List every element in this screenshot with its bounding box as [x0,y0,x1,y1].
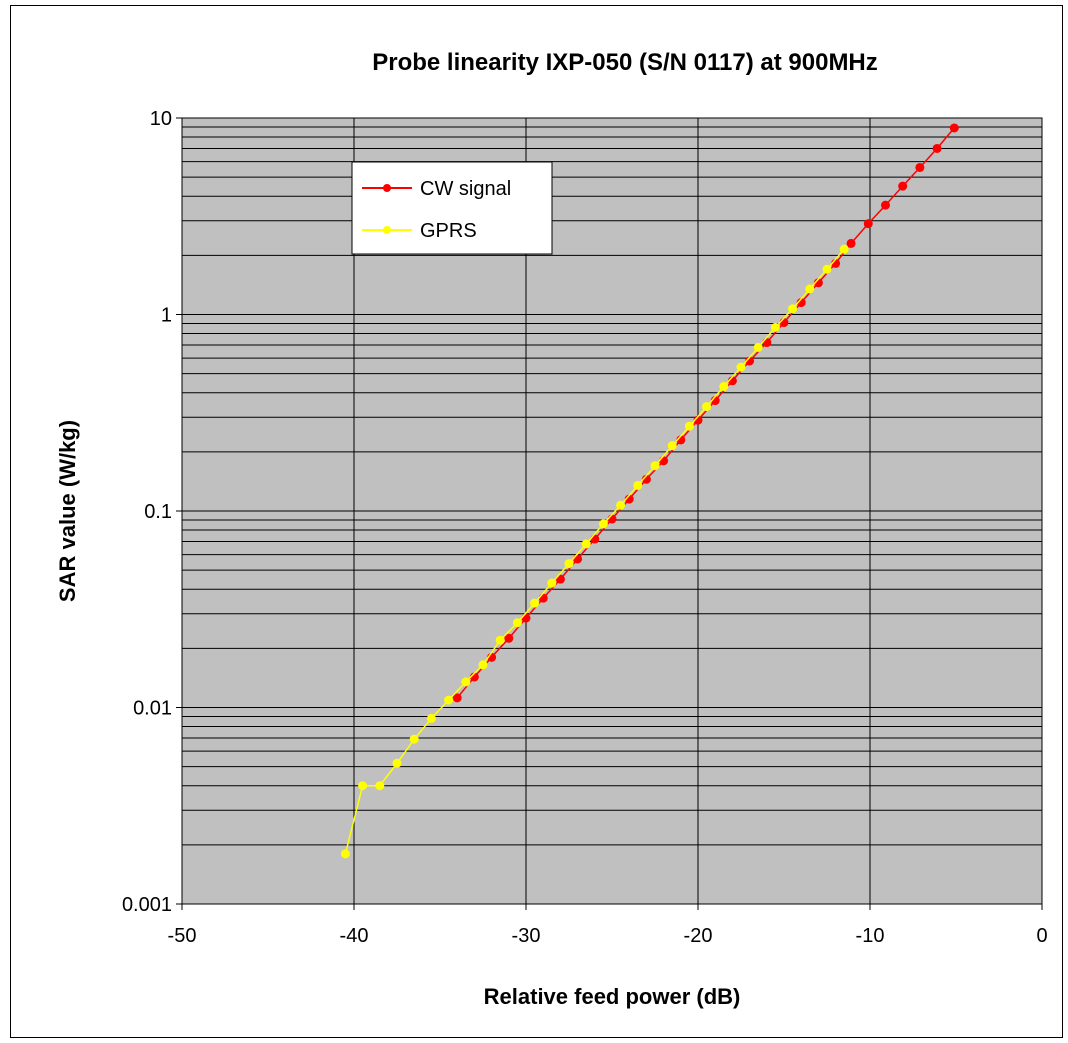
data-point-gprs [633,480,643,490]
data-point-gprs [478,660,488,670]
data-point-gprs [512,618,522,628]
data-point-cw-signal [762,338,772,348]
data-point-gprs [444,695,454,705]
data-point-gprs [822,264,832,274]
data-point-gprs [461,677,471,687]
x-tick-label: -10 [856,925,885,947]
data-point-gprs [547,578,557,588]
data-point-cw-signal [846,238,856,248]
legend-label-gprs: GPRS [420,220,477,242]
data-point-cw-signal [538,593,548,603]
y-tick-label: 10 [150,108,172,130]
data-point-gprs [375,781,385,791]
y-tick-label: 0.01 [133,698,172,720]
data-point-cw-signal [898,181,908,191]
data-point-gprs [392,758,402,768]
data-point-cw-signal [863,219,873,229]
grid-lines [181,117,1043,905]
legend-label-cw-signal: CW signal [420,178,511,200]
series-layer [340,123,959,859]
data-point-gprs [805,284,815,294]
x-tick-label: -40 [340,925,369,947]
data-point-cw-signal [504,633,514,643]
data-point-cw-signal [915,162,925,172]
data-point-gprs [340,849,350,859]
legend-box [351,161,553,255]
data-point-gprs [719,382,729,392]
data-point-gprs [788,304,798,314]
data-point-gprs [839,244,849,254]
data-point-gprs [684,421,694,431]
data-point-gprs [736,362,746,372]
data-point-cw-signal [659,456,669,466]
x-tick-label: -50 [168,925,197,947]
legend-marker-gprs [383,226,391,234]
data-point-gprs [770,322,780,332]
data-point-cw-signal [452,693,462,703]
data-point-cw-signal [932,143,942,153]
y-tick-label: 0.001 [122,894,172,916]
data-point-gprs [426,713,436,723]
data-point-cw-signal [949,123,959,133]
data-point-gprs [616,500,626,510]
data-point-gprs [598,519,608,529]
y-axis-label: SAR value (W/kg) [55,420,80,602]
legend-marker-cw-signal [383,184,391,192]
data-point-gprs [753,342,763,352]
y-tick-label: 0.1 [144,501,172,523]
data-point-gprs [409,734,419,744]
data-point-cw-signal [573,554,583,564]
data-point-gprs [581,539,591,549]
data-point-gprs [530,598,540,608]
x-axis-label: Relative feed power (dB) [484,984,741,1009]
x-tick-label: 0 [1036,925,1047,947]
data-point-gprs [702,402,712,412]
chart-title: Probe linearity IXP-050 (S/N 0117) at 90… [372,49,878,76]
data-point-cw-signal [880,200,890,210]
data-point-gprs [495,635,505,645]
data-point-gprs [667,441,677,451]
x-tick-label: -20 [684,925,713,947]
data-point-gprs [650,461,660,471]
x-tick-label: -30 [512,925,541,947]
data-point-gprs [358,781,368,791]
y-tick-label: 1 [161,305,172,327]
data-point-cw-signal [590,534,600,544]
axis-ticks: -50 -40 -30 -20 -10 0 0.001 0.01 0.1 1 10 [122,108,1048,947]
data-point-gprs [564,559,574,569]
legend: CW signal GPRS [351,161,553,255]
data-point-cw-signal [521,613,531,623]
